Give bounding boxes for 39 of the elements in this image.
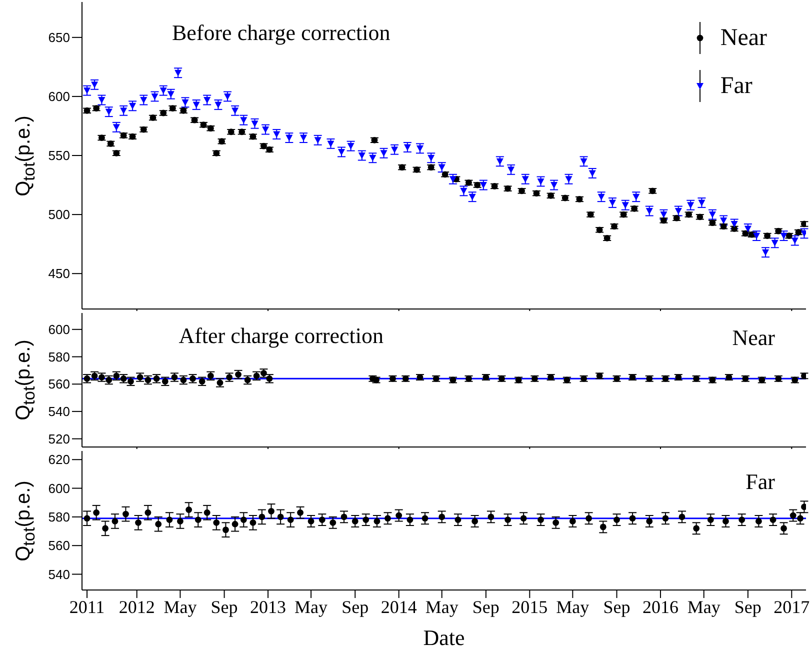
legend-label: Far bbox=[720, 72, 752, 98]
x-tick-label: Sep bbox=[342, 596, 369, 617]
x-tick-label: Sep bbox=[603, 596, 630, 617]
x-tick-label: May bbox=[164, 596, 197, 617]
x-axis-title: Date bbox=[423, 625, 465, 650]
x-tick-label: Sep bbox=[472, 596, 500, 617]
text: Before charge correction bbox=[172, 20, 390, 45]
x-tick-label: 2017 bbox=[774, 596, 810, 617]
x-tick-label: 2012 bbox=[118, 596, 155, 617]
y-tick-label: 600 bbox=[48, 322, 70, 338]
x-tick-label: May bbox=[425, 596, 458, 617]
y-tick-label: 520 bbox=[48, 431, 70, 446]
y-tick-label: 560 bbox=[48, 538, 70, 554]
y-tick-label: 580 bbox=[48, 510, 70, 525]
x-tick-label: 2011 bbox=[69, 596, 105, 617]
x-tick-label: Sep bbox=[734, 596, 762, 617]
y-tick-label: 650 bbox=[48, 30, 70, 46]
x-tick-label: 2014 bbox=[380, 596, 417, 617]
y-tick-label: 540 bbox=[48, 566, 70, 582]
x-tick-label: May bbox=[294, 596, 328, 617]
y-tick-label: 500 bbox=[48, 207, 70, 222]
x-tick-label: May bbox=[556, 596, 590, 617]
y-tick-label: 560 bbox=[48, 376, 70, 392]
text: After charge correction bbox=[178, 323, 384, 348]
annotation: Near bbox=[732, 325, 775, 350]
x-tick-label: May bbox=[687, 596, 720, 617]
legend-label: Near bbox=[720, 24, 767, 50]
y-tick-label: 580 bbox=[48, 349, 70, 364]
x-tick-label: 2013 bbox=[250, 596, 286, 617]
y-tick-label: 600 bbox=[48, 89, 70, 104]
y-tick-label: 600 bbox=[48, 480, 70, 496]
x-tick-label: 2016 bbox=[642, 596, 678, 617]
annotation: Far bbox=[746, 469, 775, 494]
x-tick-label: Sep bbox=[210, 596, 238, 617]
y-tick-label: 620 bbox=[48, 452, 70, 468]
x-tick-label: 2015 bbox=[512, 596, 548, 617]
y-tick-label: 550 bbox=[48, 148, 70, 164]
y-tick-label: 450 bbox=[48, 266, 70, 282]
y-tick-label: 540 bbox=[48, 404, 70, 420]
